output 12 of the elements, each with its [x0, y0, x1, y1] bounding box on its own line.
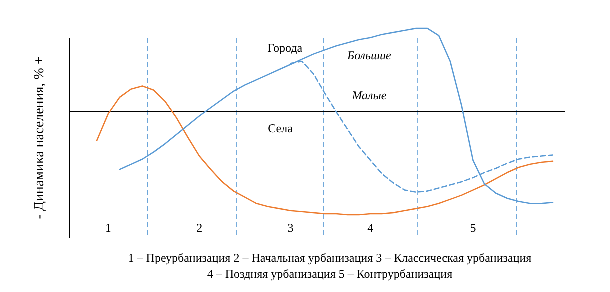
annotation: Села	[268, 121, 294, 136]
text: 1 – Преурбанизация 2 – Начальная урбанизация 3 – Классическая урбанизация	[128, 251, 532, 265]
annotation: Города	[268, 41, 304, 56]
x-tick-label: 5	[470, 221, 476, 235]
x-tick-label: 1	[105, 221, 112, 235]
annotation: Малые	[351, 88, 388, 103]
y-axis-title: - Динамика населения, % +	[32, 56, 48, 220]
x-tick-label: 2	[196, 221, 203, 235]
annotation: Большие	[346, 48, 392, 62]
text: 4 – Поздняя урбанизация 5 – Контрурбанизация	[207, 267, 453, 281]
x-tick-label: 3	[288, 221, 294, 235]
x-tick-label: 4	[368, 221, 374, 235]
